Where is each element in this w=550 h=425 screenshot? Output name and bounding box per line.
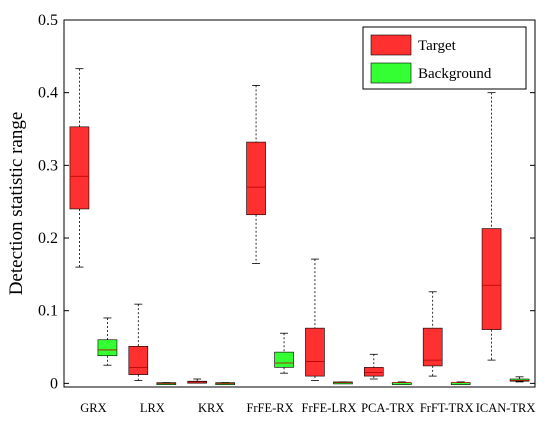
box-iqr [246, 141, 266, 216]
box-iqr [364, 367, 384, 377]
box-background-pca-trx [392, 381, 412, 385]
x-category-label: LRX [140, 401, 165, 415]
box-iqr [422, 327, 443, 367]
box-background-krx [215, 382, 235, 385]
box-target-frfe-lrx [305, 258, 325, 381]
x-category-label: FrFE-RX [246, 401, 293, 415]
box-iqr [274, 351, 294, 368]
legend: Target Background [362, 26, 527, 90]
box-background-ican-trx [509, 376, 530, 383]
box-background-frft-trx [450, 381, 471, 385]
box-target-krx [187, 378, 207, 384]
x-category-label: GRX [80, 401, 106, 415]
y-axis: 0 0.1 0.2 0.3 0.4 0.5 [38, 12, 535, 392]
box-iqr [97, 339, 118, 357]
box-background-lrx [156, 382, 177, 385]
box-target-grx [69, 68, 90, 268]
y-tick-label: 0.5 [38, 12, 58, 29]
box-iqr [69, 126, 90, 210]
box-background-frfe-lrx [333, 381, 353, 385]
y-tick-label: 0 [50, 375, 58, 392]
y-tick-label: 0.1 [38, 303, 58, 320]
x-axis-category-labels: GRX LRX KRX FrFE-RX FrFE-LRX PCA-TRX FrFT-TRX I… [80, 401, 535, 415]
box-iqr [128, 346, 149, 375]
y-axis-title: Detection statistic range [6, 112, 27, 296]
x-category-label: FrFE-LRX [302, 401, 357, 415]
x-category-label: KRX [198, 401, 224, 415]
box-target-frft-trx [422, 291, 443, 377]
legend-swatch-target [370, 34, 412, 56]
box-iqr [305, 327, 325, 377]
box-background-frfe-rx [274, 332, 294, 374]
box-target-frfe-rx [246, 85, 266, 264]
box-iqr [481, 228, 502, 330]
legend-swatch-background [370, 62, 412, 84]
x-category-label: FrFT-TRX [420, 401, 474, 415]
x-category-label: ICAN-TRX [476, 401, 536, 415]
x-category-label: PCA-TRX [361, 401, 414, 415]
y-tick-label: 0.2 [38, 230, 58, 247]
box-background-grx [97, 317, 118, 366]
plot-area-frame [63, 19, 536, 388]
y-tick-label: 0.3 [38, 157, 58, 174]
box-target-pca-trx [364, 353, 384, 380]
legend-label-background: Background [418, 66, 492, 82]
box-target-ican-trx [481, 92, 502, 361]
box-layer [69, 68, 530, 385]
legend-label-target: Target [418, 38, 457, 54]
y-tick-label: 0.4 [38, 85, 58, 102]
box-target-lrx [128, 303, 149, 381]
